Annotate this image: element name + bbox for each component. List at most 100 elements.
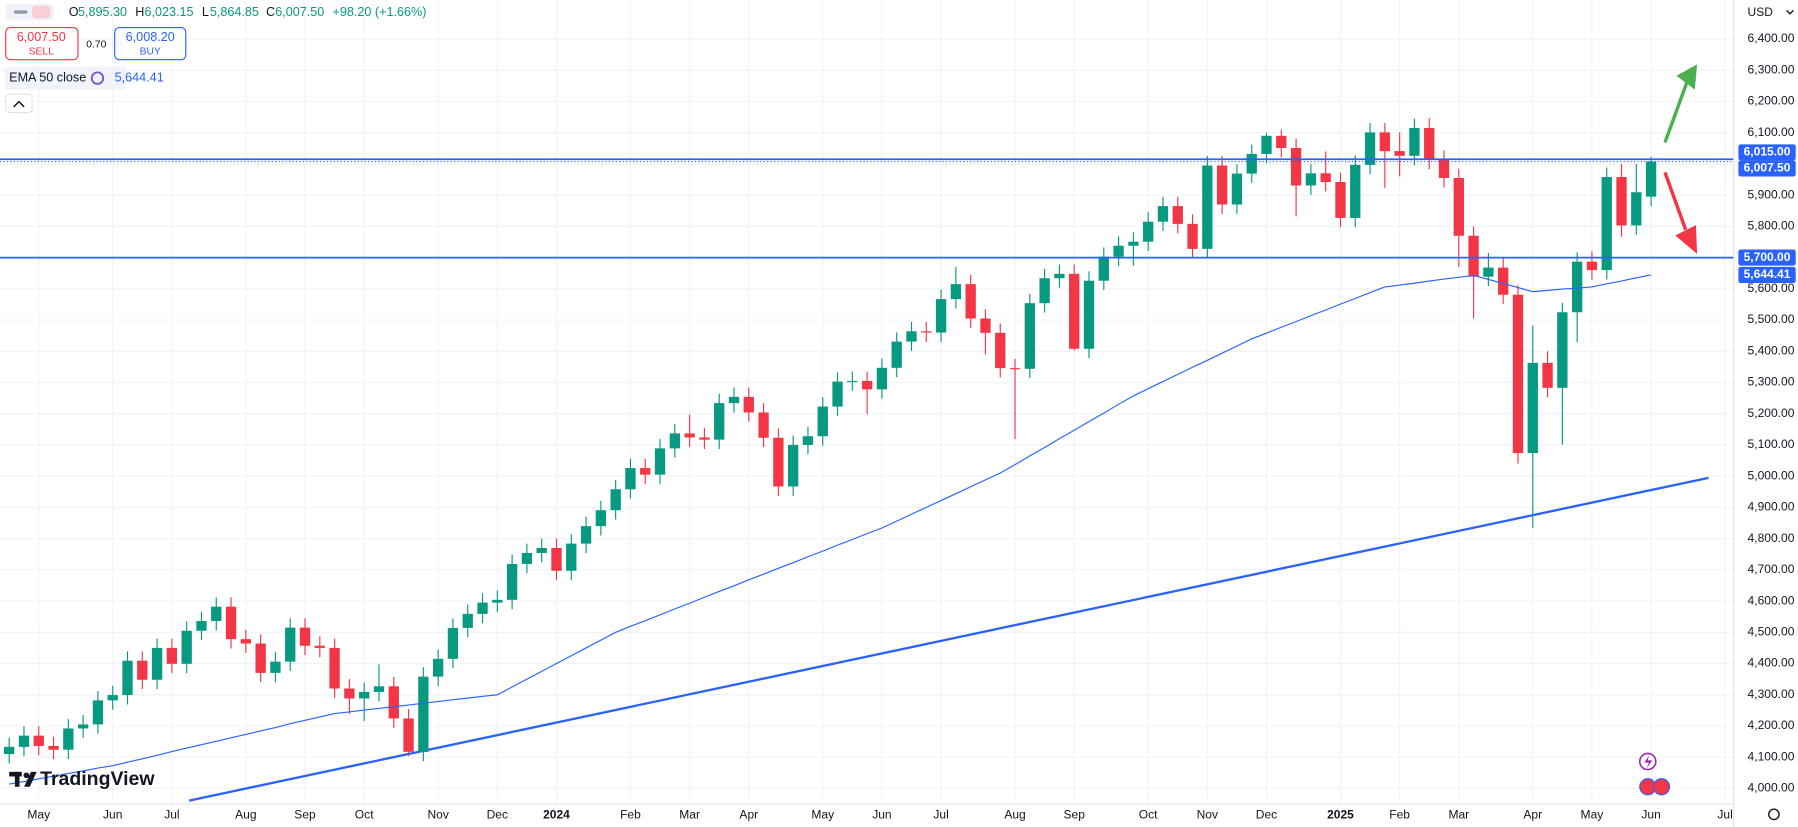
y-tick-label: 5,800.00: [1748, 219, 1795, 233]
pill-icon: [13, 10, 28, 14]
candle-body: [122, 660, 133, 696]
x-tick-label: Aug: [1004, 808, 1025, 822]
axes: 4,000.00 4,100.00 4,200.00 4,300.00 4,400.00…: [27, 31, 1796, 822]
candle-body: [788, 444, 799, 487]
candle-body: [255, 643, 266, 673]
pill-icon: [32, 5, 51, 19]
y-tick-label: 5,100.00: [1748, 437, 1795, 451]
x-tick-label: Aug: [235, 808, 256, 822]
candle-body: [1542, 362, 1553, 388]
logo-part: [24, 771, 37, 787]
status-icons: [1638, 752, 1671, 796]
x-tick-label: May: [811, 808, 834, 822]
price-label: 6,015.00: [1744, 145, 1791, 159]
y-tick-label: 6,300.00: [1748, 62, 1795, 76]
candle-body: [63, 728, 74, 750]
y-tick-label: 5,500.00: [1748, 312, 1795, 326]
currency-label[interactable]: USD: [1748, 5, 1774, 19]
x-tick-label: Jul: [933, 808, 948, 822]
price-label: 5,644.41: [1744, 267, 1791, 281]
currency-chevron: [1786, 9, 1794, 15]
candle-body: [684, 433, 695, 438]
y-tick-label: 4,800.00: [1748, 531, 1795, 545]
candle-body: [640, 468, 651, 475]
open-value: 5,895.30: [78, 5, 127, 19]
sell-button[interactable]: [5, 26, 79, 61]
x-tick-label: Feb: [620, 808, 641, 822]
candle-body: [418, 676, 429, 752]
candle-body: [403, 718, 414, 752]
candle-body: [1645, 161, 1657, 197]
candle-body: [314, 645, 325, 648]
candle-body: [1512, 294, 1524, 454]
low-key: L: [202, 5, 209, 19]
candle-body: [1157, 206, 1169, 222]
candle-body: [1483, 267, 1494, 277]
candle-body: [1231, 173, 1243, 205]
buy-button[interactable]: [114, 26, 187, 61]
candle-body: [669, 433, 680, 449]
candle-body: [1394, 151, 1405, 156]
candle-body: [225, 606, 237, 640]
settings-icon: [1768, 808, 1780, 821]
events-icon-bolt: [1644, 755, 1653, 769]
candle-body: [4, 746, 15, 755]
x-tick-label: Jun: [872, 808, 891, 822]
close-key: C: [266, 5, 275, 19]
price-label-box: [1738, 266, 1796, 283]
candle-body: [1305, 173, 1317, 186]
x-tick-label: Apr: [1523, 808, 1542, 822]
indicator-icon[interactable]: [90, 71, 105, 85]
candle-body: [1616, 177, 1627, 226]
economic-icon[interactable]: [1652, 778, 1671, 796]
candle-body: [1083, 280, 1095, 349]
candle-body: [77, 724, 89, 729]
candle-body: [1498, 267, 1509, 295]
grid: [0, 0, 1734, 805]
candle-body: [1527, 362, 1538, 454]
candle-body: [151, 647, 163, 680]
collapse-button[interactable]: [5, 93, 33, 114]
candle-body: [344, 688, 355, 699]
candle-body: [137, 660, 148, 680]
candle-body: [1143, 221, 1154, 242]
candle-body: [580, 526, 592, 544]
candle-body: [906, 331, 917, 342]
candle-body: [1261, 135, 1272, 154]
candle-body: [861, 380, 873, 390]
candle-body: [1350, 164, 1361, 218]
candle-body: [492, 599, 503, 603]
logo-part: [14, 771, 20, 787]
collapse-icon: [13, 100, 25, 108]
candle-body: [1039, 278, 1050, 304]
y-tick-label: 4,600.00: [1748, 593, 1795, 607]
legend: O 5,895.30 H 6,023.15 L 5,864.85 C 6,007…: [4, 3, 426, 114]
x-tick-label: Apr: [739, 808, 758, 822]
y-tick-label: 4,200.00: [1748, 718, 1795, 732]
x-tick-label: Mar: [679, 808, 700, 822]
y-tick-label: 4,000.00: [1748, 781, 1795, 795]
price-label: 5,700.00: [1744, 250, 1791, 264]
candle-body: [610, 489, 621, 511]
candle-body: [891, 341, 902, 368]
y-tick-label: 4,100.00: [1748, 749, 1795, 763]
settings-gear[interactable]: [1768, 808, 1780, 821]
candle-body: [876, 367, 888, 390]
candle-body: [1290, 148, 1302, 186]
x-tick-label: May: [27, 808, 50, 822]
candle-body: [847, 380, 858, 383]
y-tick-label: 4,700.00: [1748, 562, 1795, 576]
candle-body: [1054, 273, 1065, 279]
x-tick-label: Oct: [355, 808, 374, 822]
candle-body: [33, 735, 44, 746]
candle-body: [536, 547, 547, 553]
candle-body: [1113, 245, 1124, 257]
candle-body: [1631, 192, 1642, 226]
candle-body: [1438, 159, 1450, 178]
candle-body: [1453, 177, 1464, 236]
x-tick-label: Feb: [1389, 808, 1410, 822]
buy-price: 6,008.20: [126, 30, 175, 44]
candle-body: [107, 695, 118, 701]
candle-body: [285, 627, 296, 662]
close-value: 6,007.50: [275, 5, 324, 19]
